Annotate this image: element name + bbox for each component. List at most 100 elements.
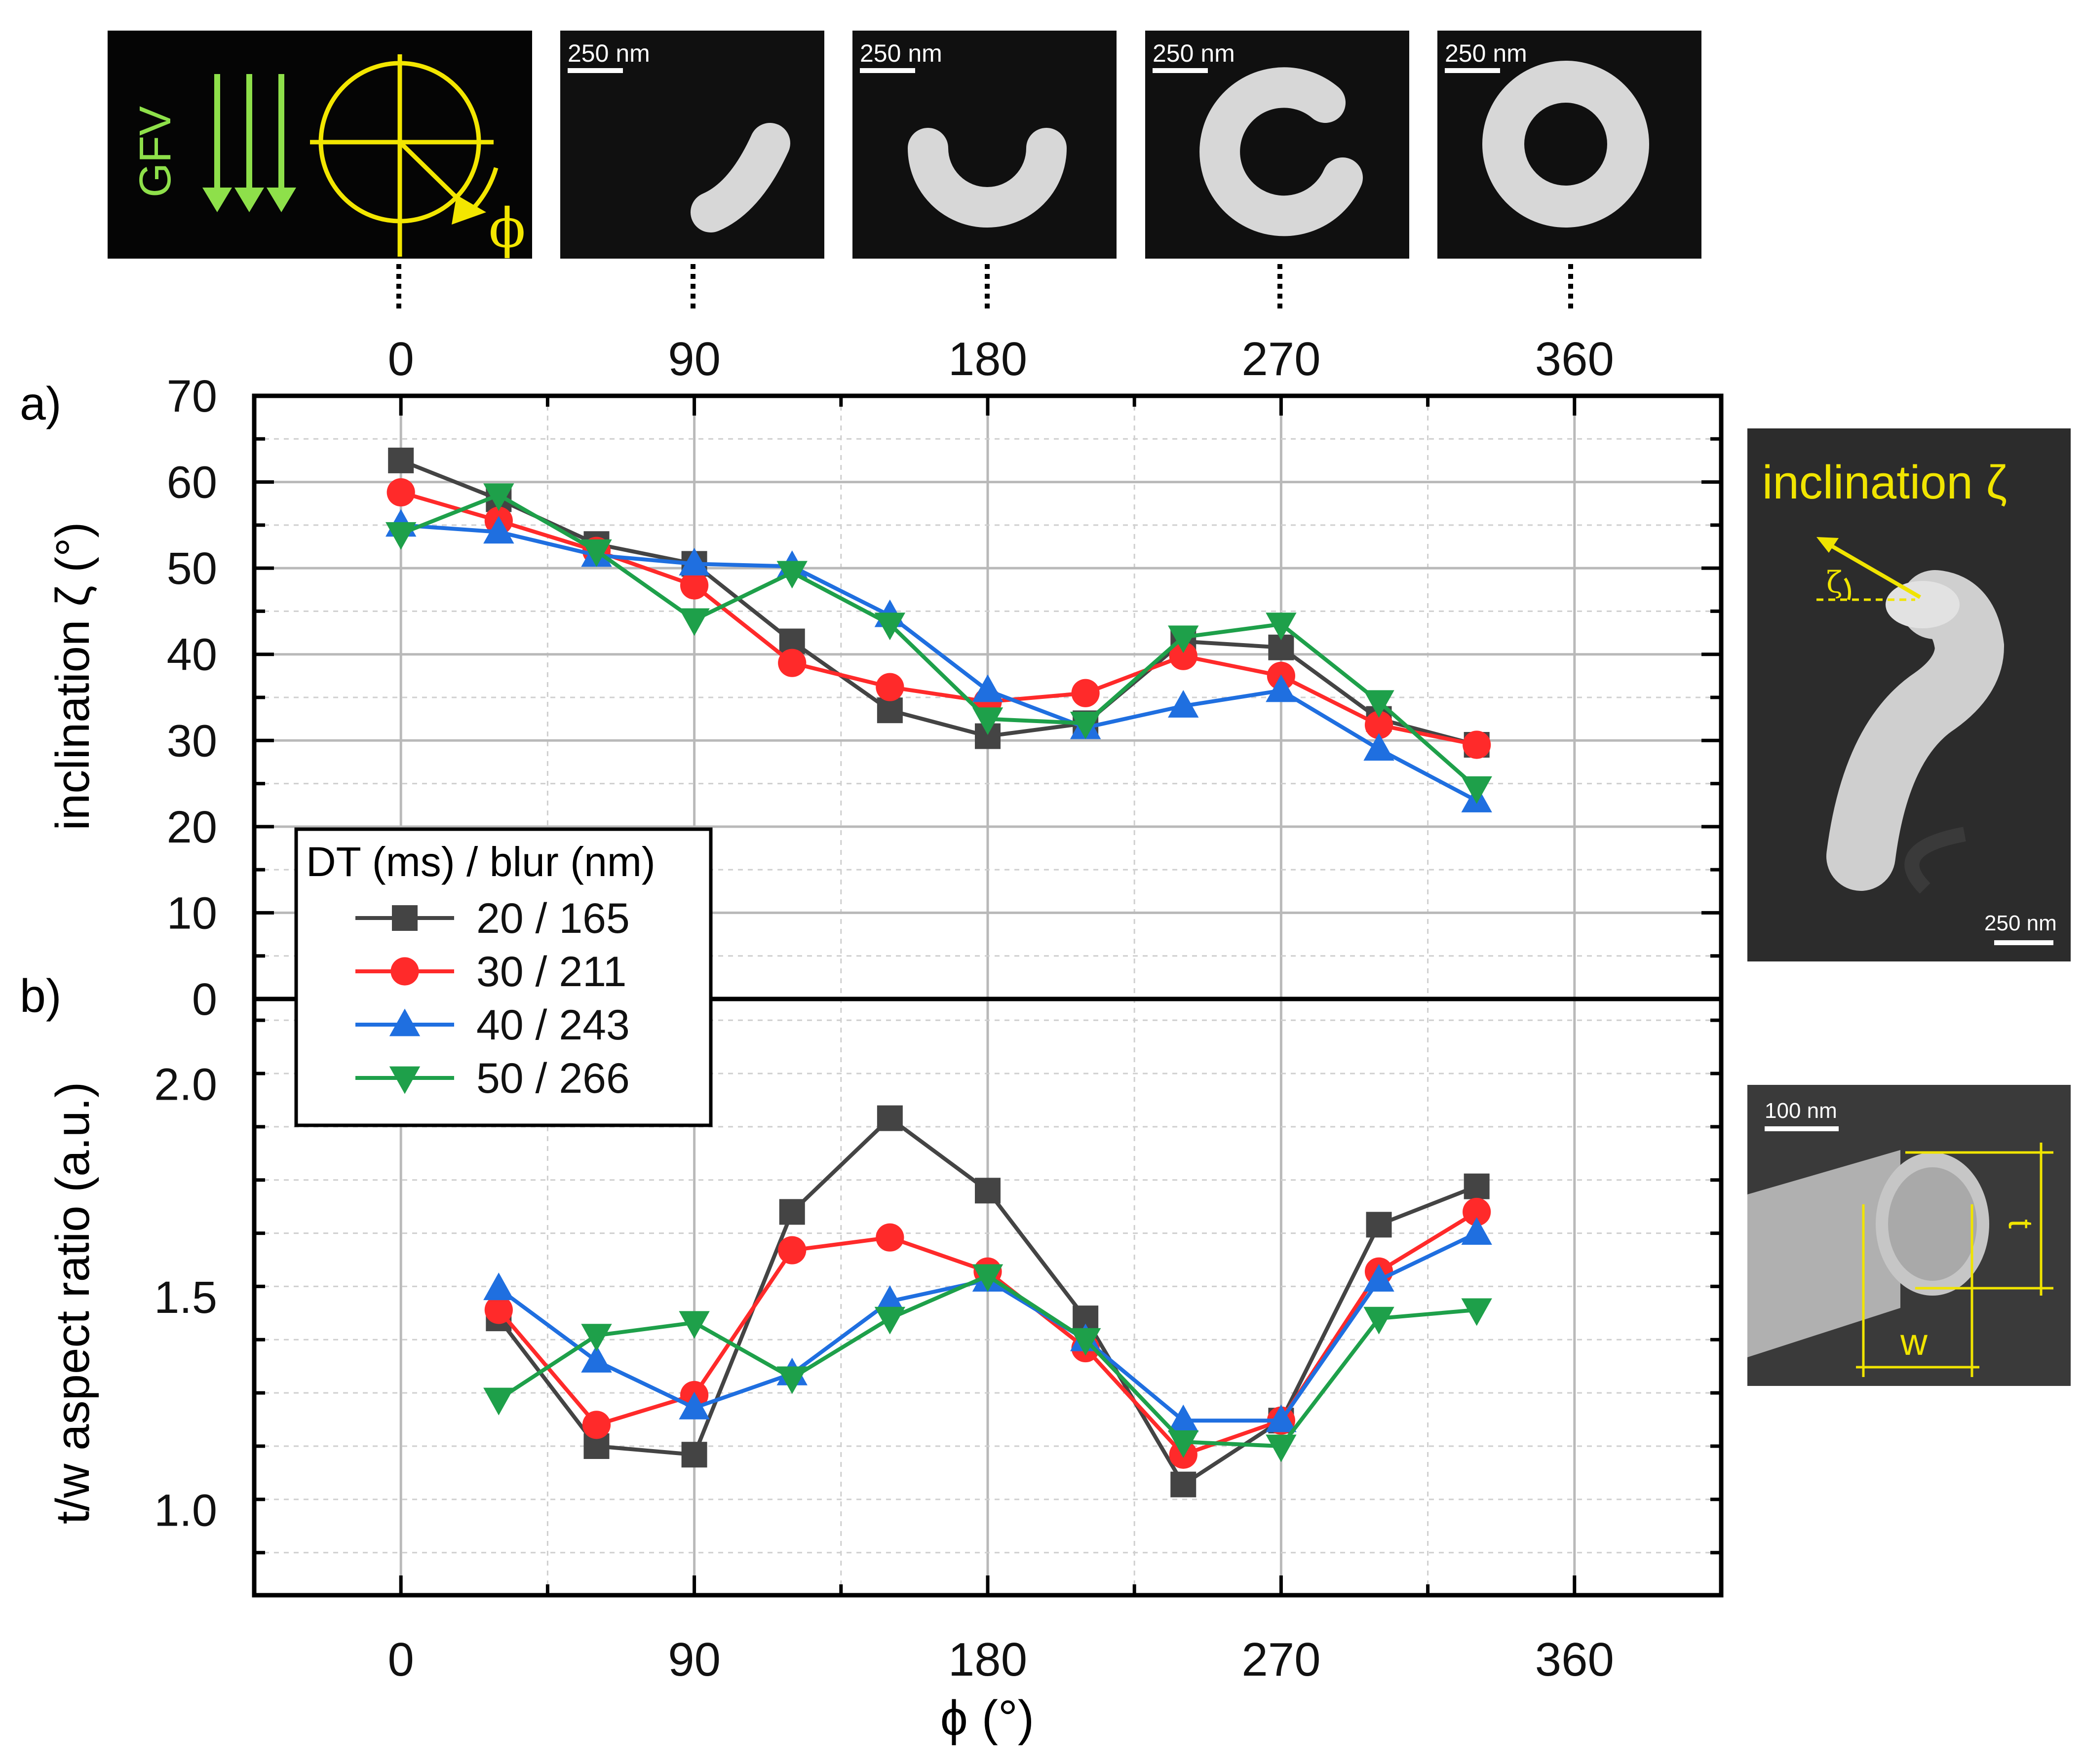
legend-entry: 30 / 211	[355, 948, 626, 996]
y-axis-label-b: t/w aspect ratio (a.u.)	[46, 1082, 99, 1524]
data-point	[778, 649, 807, 677]
data-point	[1168, 690, 1199, 718]
x-tick-label: 270	[1241, 1633, 1320, 1686]
legend-entry: 20 / 165	[355, 895, 630, 942]
data-point	[1463, 1197, 1491, 1227]
data-point	[582, 1411, 611, 1439]
inclination-arrow-icon	[1816, 541, 1922, 601]
data-point	[779, 1199, 805, 1225]
data-point	[778, 1236, 807, 1265]
data-point	[483, 516, 514, 544]
data-point	[1461, 776, 1492, 804]
legend-entry: 40 / 243	[355, 1001, 630, 1049]
y-tick-label-b: 2.0	[154, 1060, 217, 1110]
data-point	[876, 673, 904, 701]
data-point	[1168, 1404, 1199, 1432]
inclination-panel: inclination ζ ζ 250 nm	[1747, 428, 2071, 961]
data-point	[874, 1306, 906, 1335]
data-point	[679, 1311, 710, 1339]
data-point	[581, 1344, 612, 1373]
legend-title: DT (ms) / blur (nm)	[306, 839, 656, 885]
data-point	[876, 1223, 904, 1252]
phi-symbol: ϕ	[489, 196, 526, 260]
data-point	[484, 1296, 513, 1324]
data-point	[581, 1324, 612, 1352]
data-point	[1170, 1471, 1196, 1497]
series-a-3	[386, 483, 1492, 804]
data-point	[1363, 1306, 1394, 1335]
x-tick-label: 90	[668, 1633, 721, 1686]
y-tick-label-a: 0	[192, 974, 217, 1025]
data-point	[386, 522, 417, 550]
data-point	[1071, 679, 1100, 707]
data-point	[388, 447, 414, 473]
y-tick-label-b: 1.5	[154, 1272, 217, 1323]
data-point	[389, 1008, 421, 1036]
legend-label: 20 / 165	[476, 895, 630, 942]
y-tick-label-a: 40	[167, 630, 217, 680]
data-point	[679, 1391, 710, 1419]
top-axis-label: 360	[1535, 333, 1614, 385]
data-point	[1461, 1298, 1492, 1326]
series	[386, 447, 1492, 1497]
sem-scalebar-90: 250 nm	[568, 39, 650, 67]
data-point	[975, 1178, 1001, 1204]
top-axis-label: 90	[668, 333, 721, 385]
panel-a-label: a)	[20, 378, 61, 430]
y-tick-label-b: 1.0	[154, 1485, 217, 1535]
data-point	[972, 674, 1003, 702]
data-point	[1266, 1434, 1297, 1462]
data-point	[1464, 1173, 1490, 1199]
data-point	[680, 571, 709, 600]
y-axis-label-a: inclination ζ (°)	[46, 522, 99, 831]
legend-label: 50 / 266	[476, 1055, 630, 1102]
top-axis-labels: 0 90 180 270 360	[388, 333, 1614, 385]
y-tick-label-a: 10	[167, 888, 217, 938]
data-point	[386, 478, 415, 507]
data-point	[874, 1285, 906, 1313]
data-point	[972, 1264, 1003, 1292]
legend-label: 30 / 211	[476, 948, 626, 996]
data-point	[1168, 1430, 1199, 1458]
data-point	[483, 1387, 514, 1416]
legend-entry: 50 / 266	[355, 1055, 630, 1102]
data-point	[1266, 674, 1297, 702]
series-line-a	[400, 523, 1478, 803]
x-tick-label: 360	[1535, 1633, 1614, 1686]
data-point	[1363, 1264, 1394, 1292]
sem-panel-270: 250 nm	[1145, 31, 1409, 259]
inclination-title: inclination ζ	[1762, 456, 2007, 509]
y-tick-label-a: 50	[167, 543, 217, 594]
cross-section-panel: 100 nm t w	[1747, 1085, 2071, 1386]
sem-panel-90: 250 nm	[560, 31, 824, 259]
data-point	[681, 1442, 707, 1468]
data-point	[1463, 730, 1491, 759]
data-point	[1461, 1217, 1492, 1245]
data-point	[1266, 1404, 1297, 1432]
data-point	[1169, 642, 1197, 670]
sem-panel-180: 250 nm	[852, 31, 1117, 259]
data-point	[679, 547, 710, 575]
data-point	[581, 539, 612, 567]
inclination-angle-symbol: ζ	[1826, 565, 1843, 600]
top-connectors	[396, 264, 1573, 313]
data-point	[776, 561, 808, 589]
data-point	[1364, 711, 1393, 739]
data-point	[1266, 613, 1297, 641]
legend-label: 40 / 243	[476, 1001, 630, 1049]
data-point	[390, 957, 419, 986]
panel-b-label: b)	[20, 970, 61, 1022]
series-line-a	[400, 493, 1478, 790]
data-point	[972, 707, 1003, 735]
data-point	[483, 483, 514, 511]
data-point	[1070, 711, 1101, 739]
series-line-a	[400, 490, 1477, 747]
series-line-a	[400, 459, 1477, 747]
t-label: t	[2002, 1219, 2040, 1228]
sem-panel-360: 250 nm	[1437, 31, 1701, 259]
x-tick-label: 0	[388, 1633, 414, 1686]
data-point	[1168, 625, 1199, 653]
dimension-lines	[1856, 1143, 2053, 1377]
data-point	[877, 1105, 903, 1131]
